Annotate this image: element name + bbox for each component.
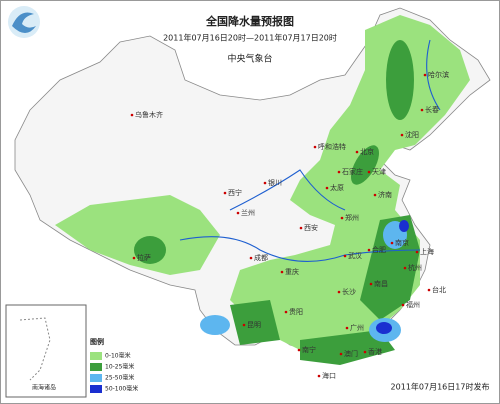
city-dot [367,248,371,252]
city-dot [401,303,405,307]
city-label: 合肥 [372,245,386,254]
city-label: 南宁 [302,345,316,354]
city-label: 长春 [425,105,439,114]
city-dot [339,352,343,356]
city-dot [313,145,317,149]
city-dot [297,348,301,352]
city-dot [263,181,267,185]
city-dot [400,133,404,137]
rivers [179,39,441,262]
city-dot [249,256,253,260]
city-label: 武汉 [348,251,362,260]
logo [8,6,40,38]
city-dot [415,250,419,254]
city-label: 太原 [330,183,344,192]
city-dot [390,241,394,245]
city-dot [337,170,341,174]
city-label: 成都 [254,253,268,262]
city-dot [369,282,373,286]
city-dot [363,350,367,354]
city-dot [284,310,288,314]
city-label: 济南 [378,190,392,199]
city-label: 西宁 [228,188,242,197]
rain-50-100 [376,220,409,334]
city-dot [337,290,341,294]
title: 全国降水量预报图 [205,14,294,28]
city-dot [420,108,424,112]
city-label: 沈阳 [405,130,419,139]
city-dot [343,254,347,258]
city-dot [427,288,431,292]
city-label: 昆明 [247,321,261,329]
legend-swatch [90,352,102,360]
city-label: 香港 [368,347,382,356]
city-label: 台北 [432,285,446,294]
issued-time: 2011年07月16日17时发布 [391,382,490,392]
legend-label: 10-25毫米 [105,363,134,371]
city-dot [325,186,329,190]
city-label: 杭州 [408,263,422,272]
legend: 0-10毫米 10-25毫米 25-50毫米 50-100毫米 [90,352,138,393]
city-dot [355,150,359,154]
city-label: 长沙 [342,287,356,296]
city-label: 澳门 [344,349,358,358]
city-label: 郑州 [345,214,359,222]
city-label: 西安 [304,223,318,232]
legend-swatch [90,385,102,393]
city-label: 兰州 [241,208,255,217]
legend-title: 图例 [90,337,104,346]
city-label: 贵阳 [289,307,303,316]
legend-swatch [90,374,102,382]
city-dot [340,216,344,220]
city-dot [403,266,407,270]
city-dot [367,170,371,174]
legend-swatch [90,363,102,371]
city-label: 哈尔滨 [428,70,449,79]
city-dot [317,374,321,378]
legend-label: 25-50毫米 [105,374,134,382]
city-dot [280,270,284,274]
inset-label: 南海诸岛 [32,384,56,392]
city-label: 南京 [395,238,409,247]
city-label: 乌鲁木齐 [135,110,163,119]
city-dot [132,256,136,260]
city-label: 呼和浩特 [318,142,346,151]
city-dot [299,226,303,230]
city-dot [423,73,427,77]
inset: 南海诸岛 [5,304,87,398]
city-label: 银川 [268,178,282,187]
city-label: 天津 [372,168,386,176]
legend-label: 50-100毫米 [105,385,138,393]
city-label: 海口 [322,371,336,380]
city-label: 福州 [406,300,420,309]
city-label: 广州 [350,323,364,332]
city-dot [242,323,246,327]
city-label: 上海 [420,247,434,256]
city-label: 南昌 [374,279,388,288]
legend-label: 0-10毫米 [105,352,131,360]
city-label: 石家庄 [342,167,363,176]
city-label: 北京 [360,147,374,156]
issuer: 中央气象台 [227,53,272,65]
city-dot [223,191,227,195]
period: 2011年07月16日20时—2011年07月17日20时 [163,33,337,43]
city-label: 拉萨 [137,253,151,262]
city-dot [373,193,377,197]
city-label: 重庆 [285,267,299,276]
city-dot [345,326,349,330]
city-dot [236,211,240,215]
city-dot [130,113,134,117]
